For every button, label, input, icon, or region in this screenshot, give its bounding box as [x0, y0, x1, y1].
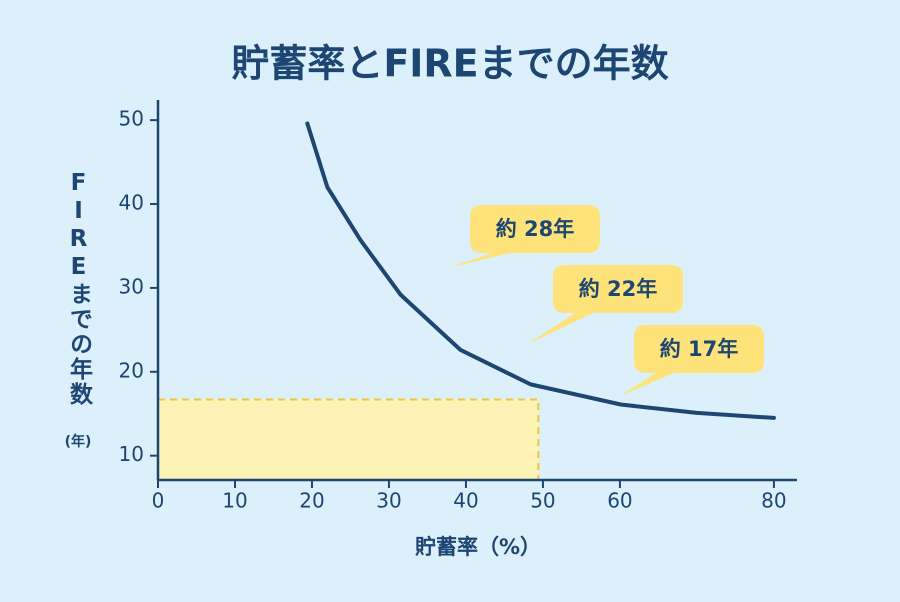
x-tick-label: 50 — [530, 489, 555, 513]
x-tick-label: 80 — [761, 489, 786, 513]
callout-label: 約 22年 — [579, 277, 658, 301]
y-tick-label: 20 — [119, 358, 144, 382]
x-tick-label: 40 — [453, 489, 478, 513]
highlight-area — [158, 399, 539, 480]
x-tick-label: 60 — [607, 489, 632, 513]
y-axis-label: FIREまでの年数 — [66, 170, 94, 407]
y-tick-label: 30 — [119, 274, 144, 298]
highlight-border — [158, 398, 540, 480]
callout-label: 約 28年 — [496, 217, 575, 241]
x-tick-label: 0 — [152, 489, 165, 513]
x-tick-label: 20 — [299, 489, 324, 513]
y-axis-unit: (年) — [65, 433, 92, 450]
callout-bubble — [620, 325, 764, 396]
x-axis-label: 貯蓄率（%） — [415, 535, 541, 559]
callout-bubble — [448, 205, 600, 268]
x-tick-label: 30 — [376, 489, 401, 513]
curve — [305, 121, 776, 420]
chart-title: 貯蓄率とFIREまでの年数 — [231, 42, 668, 86]
y-tick-label: 50 — [119, 107, 144, 131]
y-tick-label: 10 — [119, 442, 144, 466]
y-tick-label: 40 — [119, 191, 144, 215]
callout-bubble — [528, 265, 683, 344]
callout-label: 約 17年 — [660, 337, 739, 361]
x-tick-label: 10 — [222, 489, 247, 513]
